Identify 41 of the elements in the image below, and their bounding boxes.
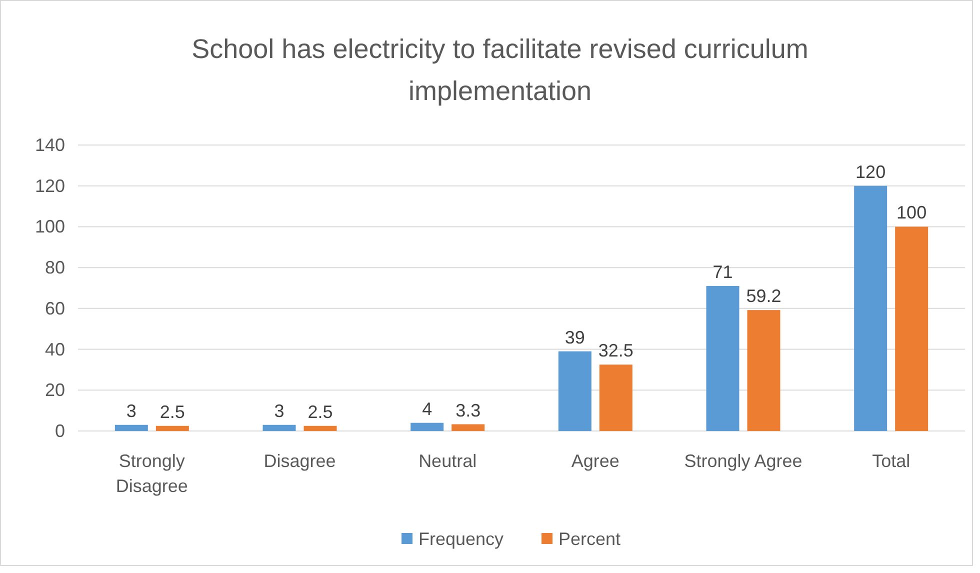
bar (262, 424, 296, 431)
data-label: 3.3 (456, 400, 481, 420)
legend-label: Percent (558, 529, 621, 549)
x-tick-label: Disagree (264, 451, 336, 471)
legend-label: Frequency (418, 529, 504, 549)
bar (114, 424, 148, 431)
data-label: 39 (564, 327, 585, 348)
x-tick-label: Total (872, 451, 910, 471)
data-label: 4 (422, 398, 432, 419)
x-tick-label: Neutral (418, 451, 477, 471)
bar (156, 426, 189, 431)
x-tick-label: Strongly Agree (684, 451, 802, 471)
chart-title: School has electricity to facilitate revised curriculum implementation (192, 34, 808, 106)
data-label: 3 (274, 400, 284, 421)
bar (747, 310, 780, 431)
data-label: 3 (126, 400, 136, 421)
bar (304, 426, 337, 431)
y-tick-label: 100 (34, 216, 65, 237)
y-tick-label: 120 (34, 176, 65, 196)
x-tick-label: Agree (571, 451, 620, 471)
bar (706, 286, 740, 431)
bar (895, 226, 928, 431)
y-tick-label: 20 (44, 380, 65, 400)
y-tick-label: 80 (44, 258, 65, 278)
data-label: 32.5 (598, 340, 634, 361)
y-tick-label: 140 (34, 135, 65, 155)
bar (599, 364, 632, 431)
data-label: 100 (896, 202, 927, 223)
y-tick-label: 60 (44, 298, 65, 318)
bar (558, 351, 592, 431)
y-tick-label: 0 (54, 421, 65, 441)
x-tick-label: Strongly Disagree (116, 451, 188, 496)
bar (452, 424, 485, 431)
data-label: 2.5 (308, 402, 333, 422)
data-label: 2.5 (160, 402, 185, 422)
data-label: 120 (856, 162, 886, 182)
y-tick-label: 40 (44, 339, 65, 360)
bar (854, 186, 888, 431)
bar (410, 422, 444, 431)
data-label: 59.2 (746, 286, 782, 306)
data-label: 71 (712, 262, 733, 282)
